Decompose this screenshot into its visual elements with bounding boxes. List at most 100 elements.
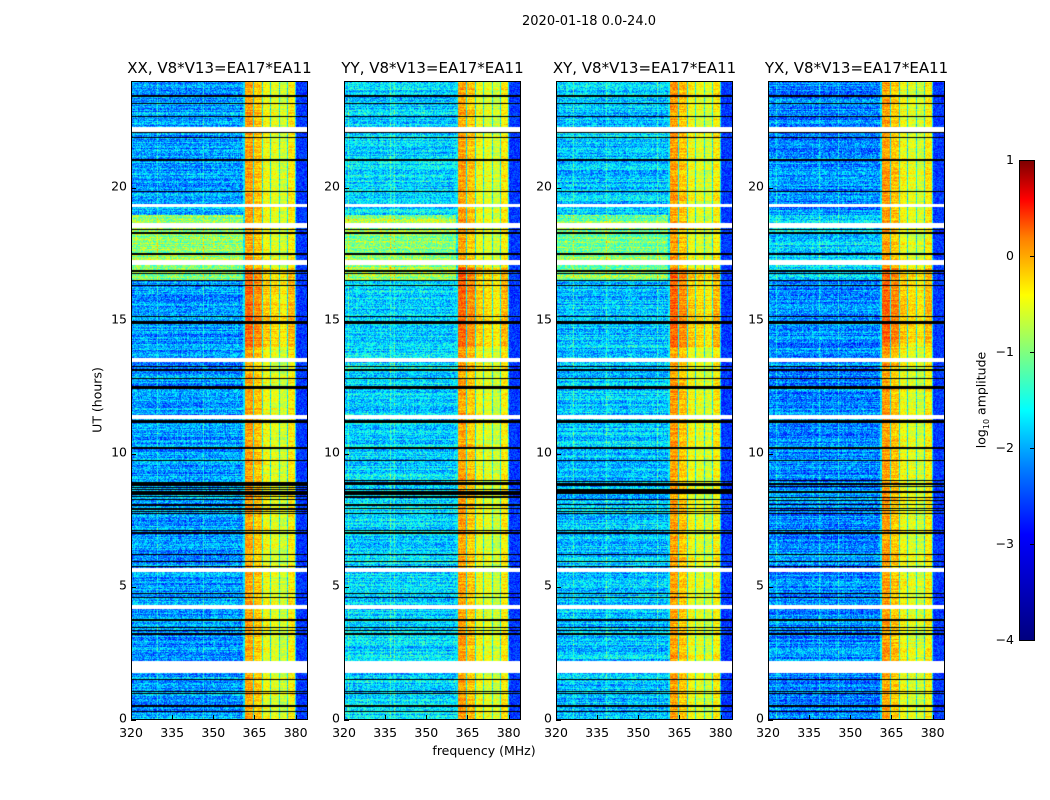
y-tick-label: 10 [324,444,340,460]
x-tick-mark [768,715,769,720]
y-tick-label: 0 [756,710,764,726]
colorbar-tick-label: −4 [995,631,1014,647]
colorbar-tick-label: 1 [1006,151,1014,167]
x-tick-label: 365 [879,725,904,740]
y-tick-label: 0 [332,710,340,726]
x-tick-label: 365 [667,725,692,740]
y-tick-mark [556,320,561,322]
x-tick-mark [131,715,132,720]
x-tick-mark [556,715,557,720]
y-tick-mark [344,320,349,322]
y-tick-mark [344,453,349,455]
y-tick-mark [556,586,561,588]
x-tick-mark [720,715,722,720]
y-tick-mark [344,720,349,721]
y-tick-mark [768,187,773,189]
y-tick-label: 5 [119,577,127,593]
y-tick-mark [556,453,561,455]
colorbar-label-amplitude: amplitude [973,351,989,419]
y-tick-mark [344,187,349,189]
colorbar-tick-mark [1030,160,1035,161]
x-tick-label: 365 [242,725,267,740]
x-tick-label: 320 [756,725,780,740]
x-tick-mark [809,715,811,720]
y-tick-label: 20 [748,178,764,193]
x-tick-label: 365 [455,725,480,740]
y-tick-label: 10 [111,444,127,460]
y-tick-mark [131,720,136,721]
x-tick-mark [426,715,428,720]
y-tick-mark [768,720,773,721]
x-tick-label: 350 [838,725,863,740]
spectrogram-heatmap [557,82,732,719]
x-tick-label: 320 [544,725,568,740]
panel-title: YY, V8*V13=EA17*EA11 [341,59,524,77]
spectrogram-heatmap [345,82,520,719]
x-tick-label: 380 [496,725,521,740]
x-tick-label: 335 [797,725,822,740]
y-tick-label: 15 [324,311,340,327]
y-axis-label: UT (hours) [89,367,105,433]
y-tick-mark [131,586,136,588]
x-tick-mark [467,715,469,720]
x-tick-mark [679,715,681,720]
y-tick-mark [131,320,136,322]
panel-title: YX, V8*V13=EA17*EA11 [764,59,949,77]
y-tick-label: 15 [111,311,127,327]
colorbar-tick-label: 0 [1006,247,1014,263]
y-tick-label: 20 [111,178,127,193]
spectrogram-heatmap [769,82,944,719]
spectrogram-panel [344,81,521,720]
colorbar-tick-mark [1030,256,1035,257]
x-tick-label: 380 [283,725,308,740]
x-tick-label: 350 [414,725,439,740]
y-tick-mark [131,453,136,455]
spectrogram-panel [131,81,308,720]
x-tick-mark [891,715,893,720]
y-tick-mark [768,586,773,588]
colorbar-tick-mark [1030,544,1035,545]
x-tick-label: 335 [160,725,185,740]
y-tick-label: 20 [536,178,552,193]
colorbar-tick-mark [1030,448,1035,449]
y-tick-label: 5 [332,577,340,593]
x-tick-mark [172,715,174,720]
panel-title: XY, V8*V13=EA17*EA11 [552,59,737,77]
spectrogram-panel [768,81,945,720]
y-tick-mark [768,320,773,322]
x-tick-label: 380 [708,725,733,740]
x-tick-label: 320 [332,725,356,740]
figure-title: 2020-01-18 0.0-24.0 [522,14,656,29]
y-tick-mark [131,187,136,189]
x-tick-mark [295,715,297,720]
x-tick-label: 335 [373,725,398,740]
x-tick-label: 350 [201,725,226,740]
x-tick-mark [344,715,345,720]
x-tick-label: 350 [626,725,651,740]
y-tick-label: 15 [536,311,552,327]
x-tick-label: 335 [585,725,610,740]
colorbar [1019,160,1035,641]
x-tick-mark [597,715,599,720]
spectrogram-panel [556,81,733,720]
x-tick-label: 320 [119,725,143,740]
x-tick-mark [508,715,510,720]
spectrogram-heatmap [132,82,307,719]
colorbar-label-log: log [973,429,989,449]
colorbar-tick-label: −2 [995,439,1014,455]
x-tick-label: 380 [920,725,945,740]
y-tick-label: 20 [324,178,340,193]
x-tick-mark [213,715,215,720]
x-tick-mark [932,715,934,720]
y-tick-mark [344,586,349,588]
y-tick-mark [556,187,561,189]
y-tick-label: 5 [756,577,764,593]
colorbar-label-subscript: 10 [981,418,991,430]
x-axis-label: frequency (MHz) [432,743,536,758]
y-tick-mark [556,720,561,721]
x-tick-mark [385,715,387,720]
colorbar-tick-mark [1030,352,1035,353]
colorbar-tick-mark [1030,640,1035,641]
y-tick-label: 15 [748,311,764,327]
panel-title: XX, V8*V13=EA17*EA11 [127,59,312,77]
